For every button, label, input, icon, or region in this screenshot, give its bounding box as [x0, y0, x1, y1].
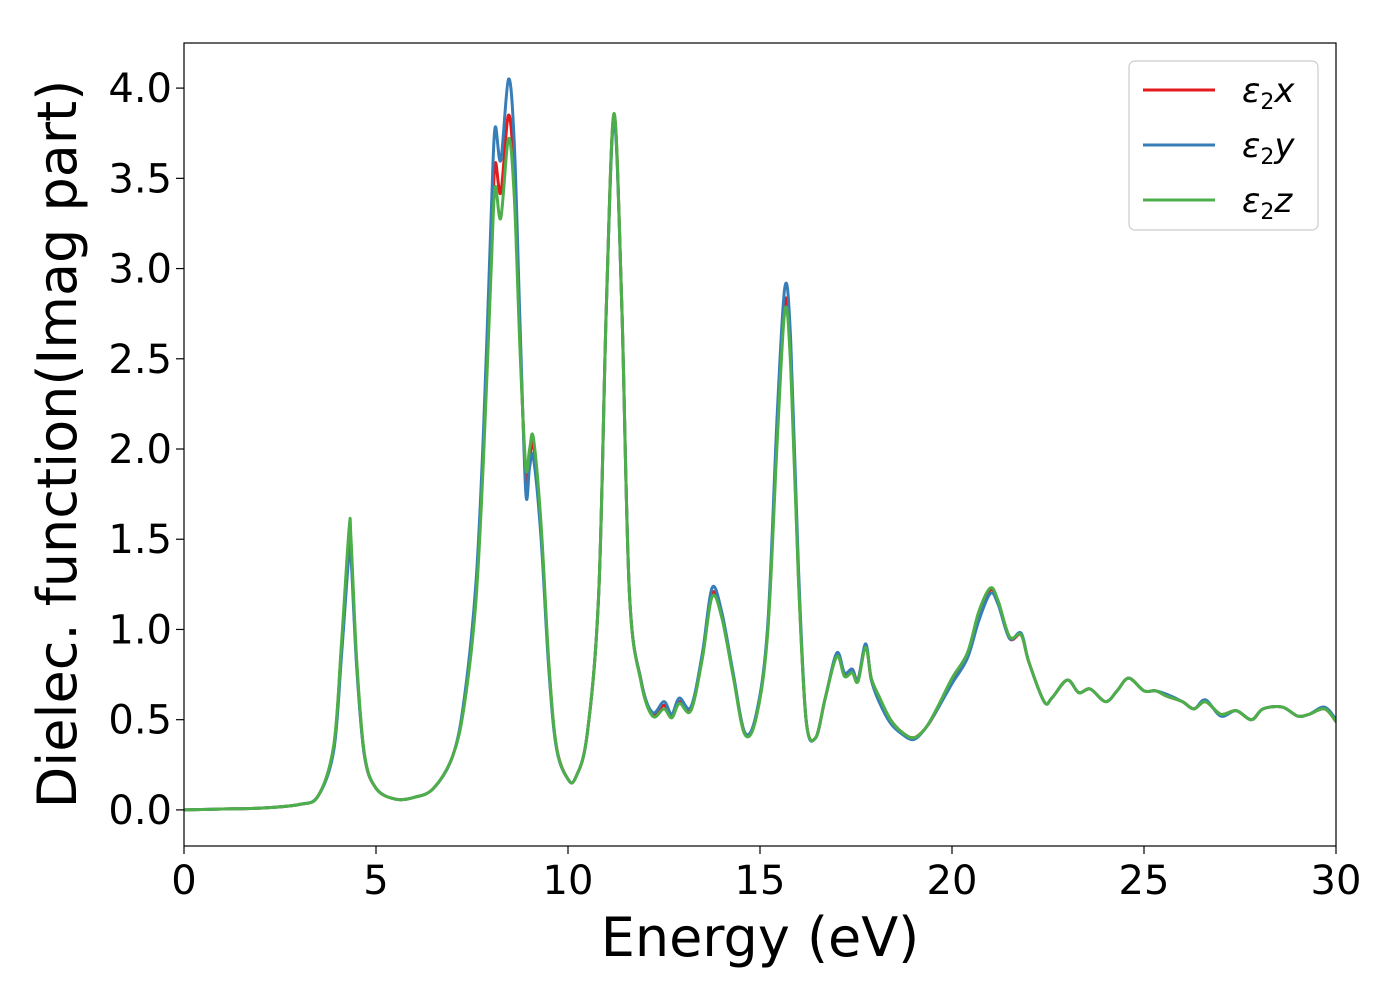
x-axis: 0 5 10 15 20 25 30 — [171, 846, 1361, 904]
y-tick-label: 0.5 — [108, 698, 172, 744]
y-tick-label: 2.0 — [108, 427, 172, 473]
legend-label: ε2z — [1242, 181, 1293, 225]
legend-entry-eps2z: ε2z — [1143, 181, 1293, 225]
x-tick-label: 25 — [1119, 858, 1170, 904]
x-tick-label: 30 — [1311, 858, 1362, 904]
y-tick-label: 4.0 — [108, 66, 172, 112]
legend: ε2x ε2y ε2z — [1128, 60, 1319, 231]
series-line-eps2z — [184, 111, 1336, 812]
x-tick-label: 5 — [363, 858, 388, 904]
x-tick-label: 15 — [735, 858, 786, 904]
series-layer — [184, 77, 1336, 812]
y-tick-label: 3.0 — [108, 247, 172, 293]
x-tick-label: 0 — [171, 858, 196, 904]
legend-entry-eps2y: ε2y — [1143, 126, 1295, 170]
y-tick-label: 3.5 — [108, 156, 172, 202]
x-tick-label: 20 — [927, 858, 978, 904]
legend-entry-eps2x: ε2x — [1143, 71, 1295, 115]
y-tick-label: 2.5 — [108, 337, 172, 383]
y-tick-label: 1.0 — [108, 607, 172, 653]
y-axis-label: Dielec. function(Imag part) — [26, 80, 89, 809]
y-tick-label: 1.5 — [108, 517, 172, 563]
x-axis-label: Energy (eV) — [601, 906, 920, 969]
y-tick-label: 0.0 — [108, 788, 172, 834]
legend-label: ε2y — [1242, 126, 1295, 170]
x-tick-label: 10 — [543, 858, 594, 904]
y-axis: 0.0 0.5 1.0 1.5 2.0 2.5 3.0 3.5 4.0 — [108, 66, 184, 834]
legend-box — [1128, 60, 1319, 231]
legend-label: ε2x — [1242, 71, 1295, 115]
